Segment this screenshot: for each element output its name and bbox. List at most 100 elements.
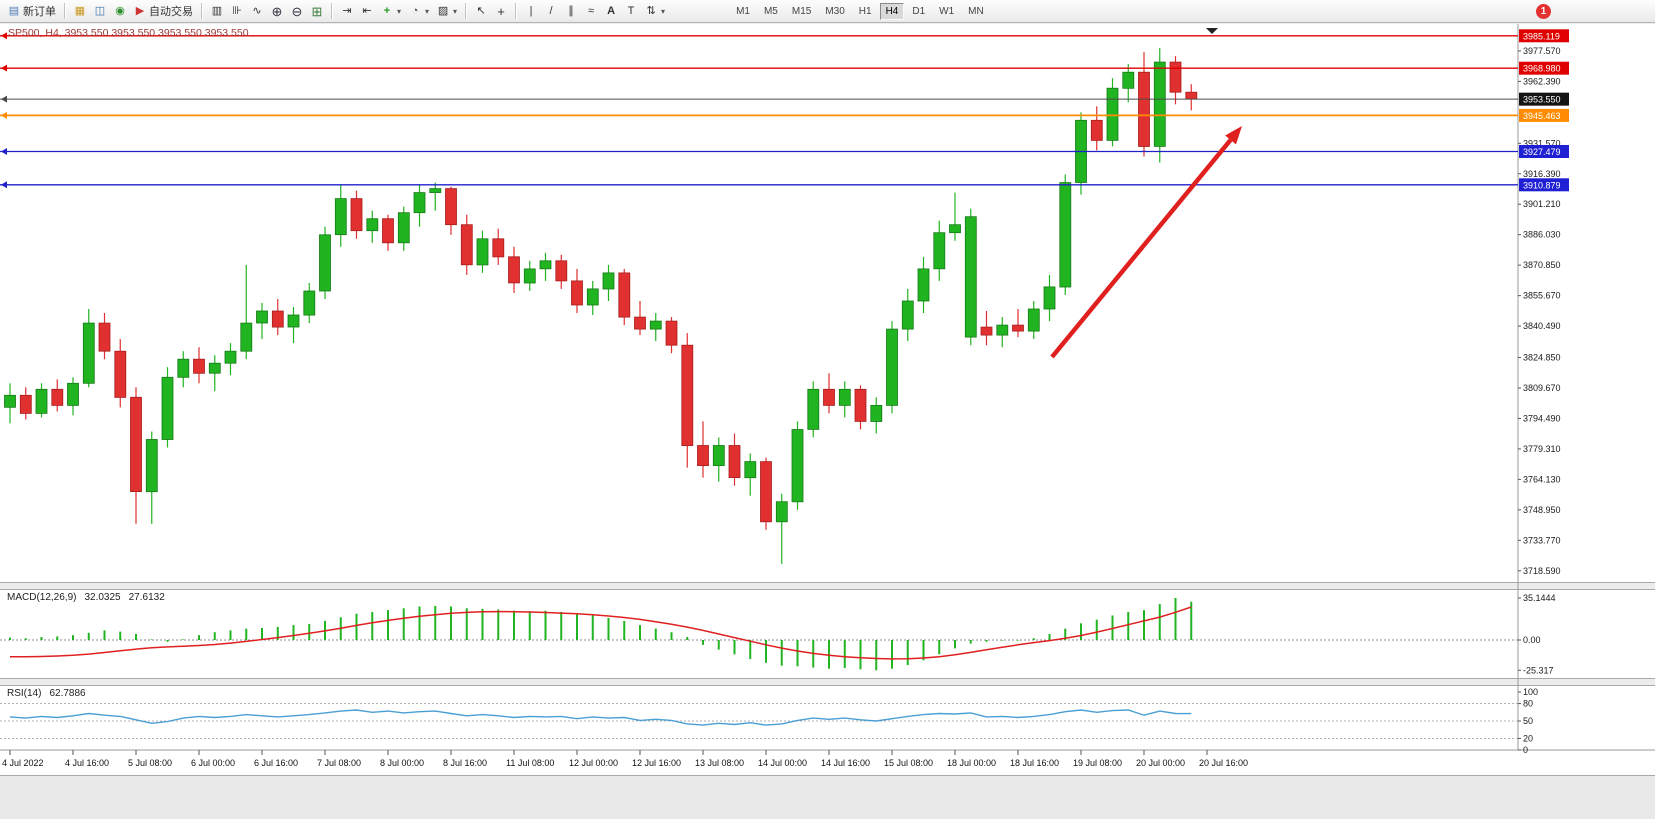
timeframe-w1[interactable]: W1: [933, 3, 960, 20]
timeframe-m5[interactable]: M5: [758, 3, 784, 20]
svg-text:14 Jul 16:00: 14 Jul 16:00: [821, 758, 870, 768]
svg-text:8 Jul 16:00: 8 Jul 16:00: [443, 758, 487, 768]
cursor-tool-button[interactable]: ↖: [471, 2, 491, 21]
svg-text:20: 20: [1523, 733, 1533, 743]
timeframe-h1[interactable]: H1: [853, 3, 878, 20]
zoom-in-icon: ⊕: [271, 3, 283, 19]
auto-trading-icon: ▶: [135, 4, 145, 17]
svg-text:3968.980: 3968.980: [1523, 64, 1561, 74]
new-order-label: 新订单: [23, 6, 56, 18]
candlestick-chart-icon: ⊪: [232, 4, 242, 17]
zoom-in-button[interactable]: ⊕: [267, 2, 287, 21]
auto-trading-button[interactable]: ▶ 自动交易: [130, 2, 197, 21]
fibonacci-icon: ≈: [588, 4, 595, 17]
svg-text:20 Jul 16:00: 20 Jul 16:00: [1199, 758, 1248, 768]
toolbar-separator: [201, 3, 203, 19]
timeframe-d1[interactable]: D1: [906, 3, 931, 20]
toolbar-separator: [331, 3, 333, 19]
rsi-value: 62.7886: [49, 688, 86, 699]
indicators-button[interactable]: + ▾: [377, 2, 405, 21]
svg-text:6 Jul 00:00: 6 Jul 00:00: [191, 758, 235, 768]
svg-text:7 Jul 08:00: 7 Jul 08:00: [317, 758, 361, 768]
crosshair-icon: +: [497, 3, 505, 19]
svg-text:8 Jul 00:00: 8 Jul 00:00: [380, 758, 424, 768]
toolbar-separator: [515, 3, 518, 19]
svg-text:3916.390: 3916.390: [1523, 169, 1561, 179]
chart-ohlc-title: SP500, H4, 3953.550 3953.550 3953.550 39…: [8, 27, 249, 39]
macd-indicator-label: MACD(12,26,9) 32.0325 27.6132: [7, 592, 165, 603]
svg-text:3809.670: 3809.670: [1523, 383, 1561, 393]
notification-badge[interactable]: 1: [1536, 3, 1551, 19]
arrows-icon: ⇅: [646, 4, 656, 17]
svg-text:3855.670: 3855.670: [1523, 291, 1561, 301]
svg-text:3977.570: 3977.570: [1523, 46, 1561, 56]
tile-windows-button[interactable]: ⊞: [307, 2, 327, 21]
autoscroll-icon: ⇥: [342, 4, 352, 17]
chevron-down-icon: ▾: [661, 6, 666, 16]
toolbar: ▤ 新订单 ▦ ◫ ◉ ▶ 自动交易 ▥ ⊪ ∿ ⊕ ⊖ ⊞ ⇥ ⇤ + ▾: [0, 0, 1655, 23]
svg-text:3764.130: 3764.130: [1523, 474, 1561, 484]
channel-icon: ∥: [568, 4, 574, 17]
navigator-button[interactable]: ◫: [90, 2, 110, 21]
vertical-line-tool-button[interactable]: |: [521, 2, 541, 21]
toolbar-separator: [64, 3, 66, 19]
chevron-down-icon: ▾: [397, 6, 402, 16]
new-order-icon: ▤: [8, 4, 20, 17]
auto-trading-label: 自动交易: [149, 6, 193, 18]
clock-icon: ◔: [411, 4, 419, 17]
svg-text:3733.770: 3733.770: [1523, 535, 1561, 545]
indicators-icon: +: [383, 4, 391, 17]
text-tool-button[interactable]: A: [601, 2, 621, 21]
svg-text:12 Jul 00:00: 12 Jul 00:00: [569, 758, 618, 768]
timeframe-h4[interactable]: H4: [879, 2, 905, 20]
bottom-status-area: [0, 775, 1655, 819]
svg-text:3794.490: 3794.490: [1523, 413, 1561, 423]
periods-button[interactable]: ◔ ▾: [405, 2, 433, 21]
zoom-out-icon: ⊖: [291, 3, 303, 19]
macd-signal-value: 27.6132: [128, 592, 165, 603]
timeframe-m15[interactable]: M15: [786, 3, 817, 20]
candlestick-chart-button[interactable]: ⊪: [227, 2, 247, 21]
timeframe-m1[interactable]: M1: [730, 3, 756, 20]
svg-text:18 Jul 00:00: 18 Jul 00:00: [947, 758, 996, 768]
price-axis[interactable]: [1518, 24, 1655, 750]
chart-shift-icon: ⇤: [362, 4, 372, 17]
new-order-button[interactable]: ▤ 新订单: [4, 2, 60, 21]
channel-tool-button[interactable]: ∥: [561, 2, 581, 21]
svg-text:35.1444: 35.1444: [1523, 593, 1556, 603]
svg-text:18 Jul 16:00: 18 Jul 16:00: [1010, 758, 1059, 768]
rsi-indicator-label: RSI(14) 62.7886: [7, 688, 86, 699]
timeframe-m30[interactable]: M30: [819, 3, 850, 20]
svg-text:3779.310: 3779.310: [1523, 444, 1561, 454]
line-chart-button[interactable]: ∿: [247, 2, 267, 21]
chart-shift-button[interactable]: ⇤: [357, 2, 377, 21]
chevron-down-icon: ▾: [425, 6, 430, 16]
trendline-icon: /: [549, 4, 553, 17]
terminal-button[interactable]: ◉: [110, 2, 130, 21]
shapes-tool-button[interactable]: ⇅ ▾: [641, 2, 669, 21]
bar-chart-button[interactable]: ▥: [207, 2, 227, 21]
vertical-line-icon: |: [529, 4, 533, 17]
svg-text:3985.119: 3985.119: [1523, 31, 1560, 41]
svg-text:11 Jul 08:00: 11 Jul 08:00: [506, 758, 554, 768]
svg-text:4 Jul 2022: 4 Jul 2022: [2, 758, 44, 768]
timeframe-mn[interactable]: MN: [962, 3, 990, 20]
zoom-out-button[interactable]: ⊖: [287, 2, 307, 21]
time-axis[interactable]: [0, 750, 1518, 775]
svg-text:14 Jul 00:00: 14 Jul 00:00: [758, 758, 807, 768]
cursor-icon: ↖: [476, 4, 486, 17]
crosshair-tool-button[interactable]: +: [491, 2, 511, 21]
autoscroll-button[interactable]: ⇥: [337, 2, 357, 21]
market-watch-button[interactable]: ▦: [70, 2, 90, 21]
timeframe-group: M1 M5 M15 M30 H1 H4 D1 W1 MN: [729, 2, 991, 20]
label-tool-button[interactable]: T: [621, 2, 641, 21]
svg-text:3901.210: 3901.210: [1523, 199, 1561, 209]
svg-text:4 Jul 16:00: 4 Jul 16:00: [65, 758, 109, 768]
svg-text:5 Jul 08:00: 5 Jul 08:00: [128, 758, 172, 768]
macd-main-value: 32.0325: [84, 592, 121, 603]
trendline-tool-button[interactable]: /: [541, 2, 561, 21]
fibonacci-tool-button[interactable]: ≈: [581, 2, 601, 21]
templates-button[interactable]: ▨ ▾: [433, 2, 461, 21]
label-tool-icon: T: [627, 4, 635, 17]
